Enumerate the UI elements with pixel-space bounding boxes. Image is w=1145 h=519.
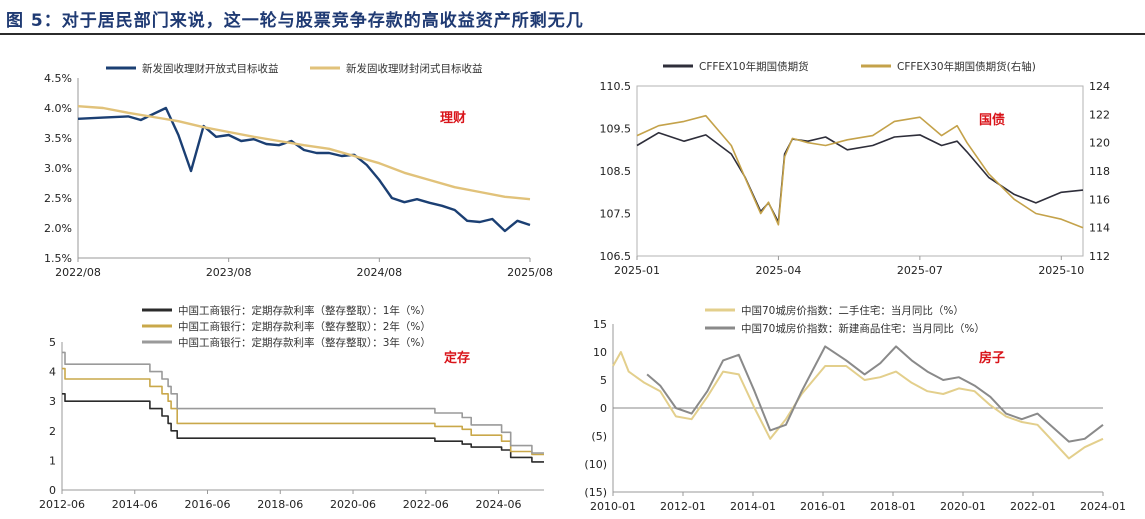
wealth-legend-label: 新发固收理财封闭式目标收益: [346, 62, 483, 75]
bond-y-right-tick: 116: [1089, 193, 1110, 206]
housing-annotation: 房子: [979, 350, 1005, 366]
bond-y-right-tick: 122: [1089, 108, 1110, 121]
housing-y-tick: (15): [584, 486, 607, 499]
housing-y-tick: 5: [600, 374, 607, 387]
deposit-x-tick: 2020-06: [330, 498, 376, 511]
wealth-y-tick: 3.0%: [44, 162, 72, 175]
wealth-y-tick: 1.5%: [44, 252, 72, 265]
wealth-y-tick: 4.0%: [44, 102, 72, 115]
figure-title: 图 5：对于居民部门来说，这一轮与股票竞争存款的高收益资产所剩无几: [6, 11, 584, 31]
deposit-legend-label: 中国工商银行：定期存款利率（整存整取）：2年（%）: [178, 320, 431, 333]
deposit-x-tick: 2014-06: [112, 498, 158, 511]
housing-x-tick: 2014-01: [730, 500, 776, 513]
bond-y-tick: 106.5: [600, 250, 632, 263]
deposit-legend-label: 中国工商银行：定期存款利率（整存整取）：3年（%）: [178, 336, 431, 349]
housing-y-tick: 0: [600, 402, 607, 415]
deposit-x-tick: 2018-06: [257, 498, 303, 511]
deposit-x-tick: 2024-06: [476, 498, 522, 511]
deposit-series-line: [62, 351, 544, 454]
wealth-x-tick: 2024/08: [356, 266, 402, 279]
housing-x-tick: 2016-01: [800, 500, 846, 513]
housing-y-tick: 10: [593, 346, 607, 359]
deposit-annotation: 定存: [443, 350, 470, 366]
deposit-legend-label: 中国工商银行：定期存款利率（整存整取）：1年（%）: [178, 304, 431, 317]
bond-y-tick: 110.5: [600, 80, 632, 93]
bond-x-tick: 2025-04: [755, 264, 801, 277]
housing-y-tick: (10): [584, 458, 607, 471]
housing-y-tick: (5): [591, 430, 607, 443]
housing-x-tick: 2010-01: [590, 500, 636, 513]
bond-y-right-tick: 114: [1089, 222, 1110, 235]
bond-x-tick: 2025-10: [1038, 264, 1084, 277]
bond-chart: 106.5 107.5 108.5 109.5 110.5 112 114 116 118 120…: [600, 60, 1111, 277]
housing-legend-label: 中国70城房价指数：新建商品住宅：当月同比（%）: [741, 322, 985, 335]
deposit-y-tick: 1: [49, 454, 56, 467]
bond-y-tick: 107.5: [600, 208, 632, 221]
deposit-y-tick: 4: [49, 366, 56, 379]
wealth-annotation: 理财: [440, 110, 466, 126]
deposit-y-tick: 3: [49, 395, 56, 408]
bond-y-tick: 109.5: [600, 123, 632, 136]
bond-x-tick: 2025-07: [897, 264, 943, 277]
deposit-y-tick: 2: [49, 425, 56, 438]
housing-series-line: [646, 345, 1104, 443]
wealth-series-line: [77, 105, 531, 201]
bond-y-right-tick: 120: [1089, 137, 1110, 150]
deposit-x-tick: 2012-06: [39, 498, 85, 511]
housing-x-tick: 2012-01: [660, 500, 706, 513]
wealth-series-line: [77, 106, 531, 233]
housing-x-tick: 2020-01: [940, 500, 986, 513]
wealth-y-tick: 3.5%: [44, 132, 72, 145]
bond-x-tick: 2025-01: [614, 264, 660, 277]
deposit-series-line: [62, 367, 544, 456]
wealth-y-tick: 2.5%: [44, 192, 72, 205]
deposit-chart: 0 1 2 3 4 5 2012-06 2014-06 2016-06 2018-06 2020-0…: [39, 304, 544, 511]
bond-legend-label: CFFEX30年期国债期货(右轴): [897, 60, 1036, 73]
wealth-x-tick: 2025/08: [507, 266, 553, 279]
housing-x-tick: 2018-01: [870, 500, 916, 513]
wealth-legend-label: 新发固收理财开放式目标收益: [142, 62, 279, 75]
housing-x-tick: 2022-01: [1010, 500, 1056, 513]
housing-series-line: [612, 351, 1104, 460]
wealth-y-tick: 4.5%: [44, 72, 72, 85]
wealth-x-tick: 2023/08: [206, 266, 252, 279]
bond-series-line: [636, 114, 1084, 229]
housing-x-tick: 2024-01: [1080, 500, 1126, 513]
wealth-y-tick: 2.0%: [44, 222, 72, 235]
deposit-x-tick: 2022-06: [403, 498, 449, 511]
housing-y-tick: 15: [593, 318, 607, 331]
bond-plot-frame: [636, 85, 1084, 257]
bond-y-right-tick: 124: [1089, 80, 1110, 93]
deposit-x-tick: 2016-06: [185, 498, 231, 511]
deposit-y-tick: 5: [49, 336, 56, 349]
housing-legend-label: 中国70城房价指数：二手住宅：当月同比（%）: [741, 304, 964, 317]
deposit-series-line: [62, 393, 544, 463]
bond-legend-label: CFFEX10年期国债期货: [699, 60, 809, 73]
bond-y-tick: 108.5: [600, 165, 632, 178]
housing-chart: (15) (10) (5) 0 5 10 15 2010-01 2012-01 2014-01 20…: [584, 304, 1126, 513]
deposit-y-tick: 0: [49, 484, 56, 497]
bond-y-right-tick: 118: [1089, 165, 1110, 178]
bond-annotation: 国债: [979, 112, 1005, 128]
wealth-chart: 1.5% 2.0% 2.5% 3.0% 3.5% 4.0% 4.5% 2022/08 2023/…: [44, 62, 553, 279]
title-divider: [0, 33, 1145, 35]
bond-y-right-tick: 112: [1089, 250, 1110, 263]
wealth-x-tick: 2022/08: [55, 266, 101, 279]
bond-series-line: [636, 131, 1084, 223]
